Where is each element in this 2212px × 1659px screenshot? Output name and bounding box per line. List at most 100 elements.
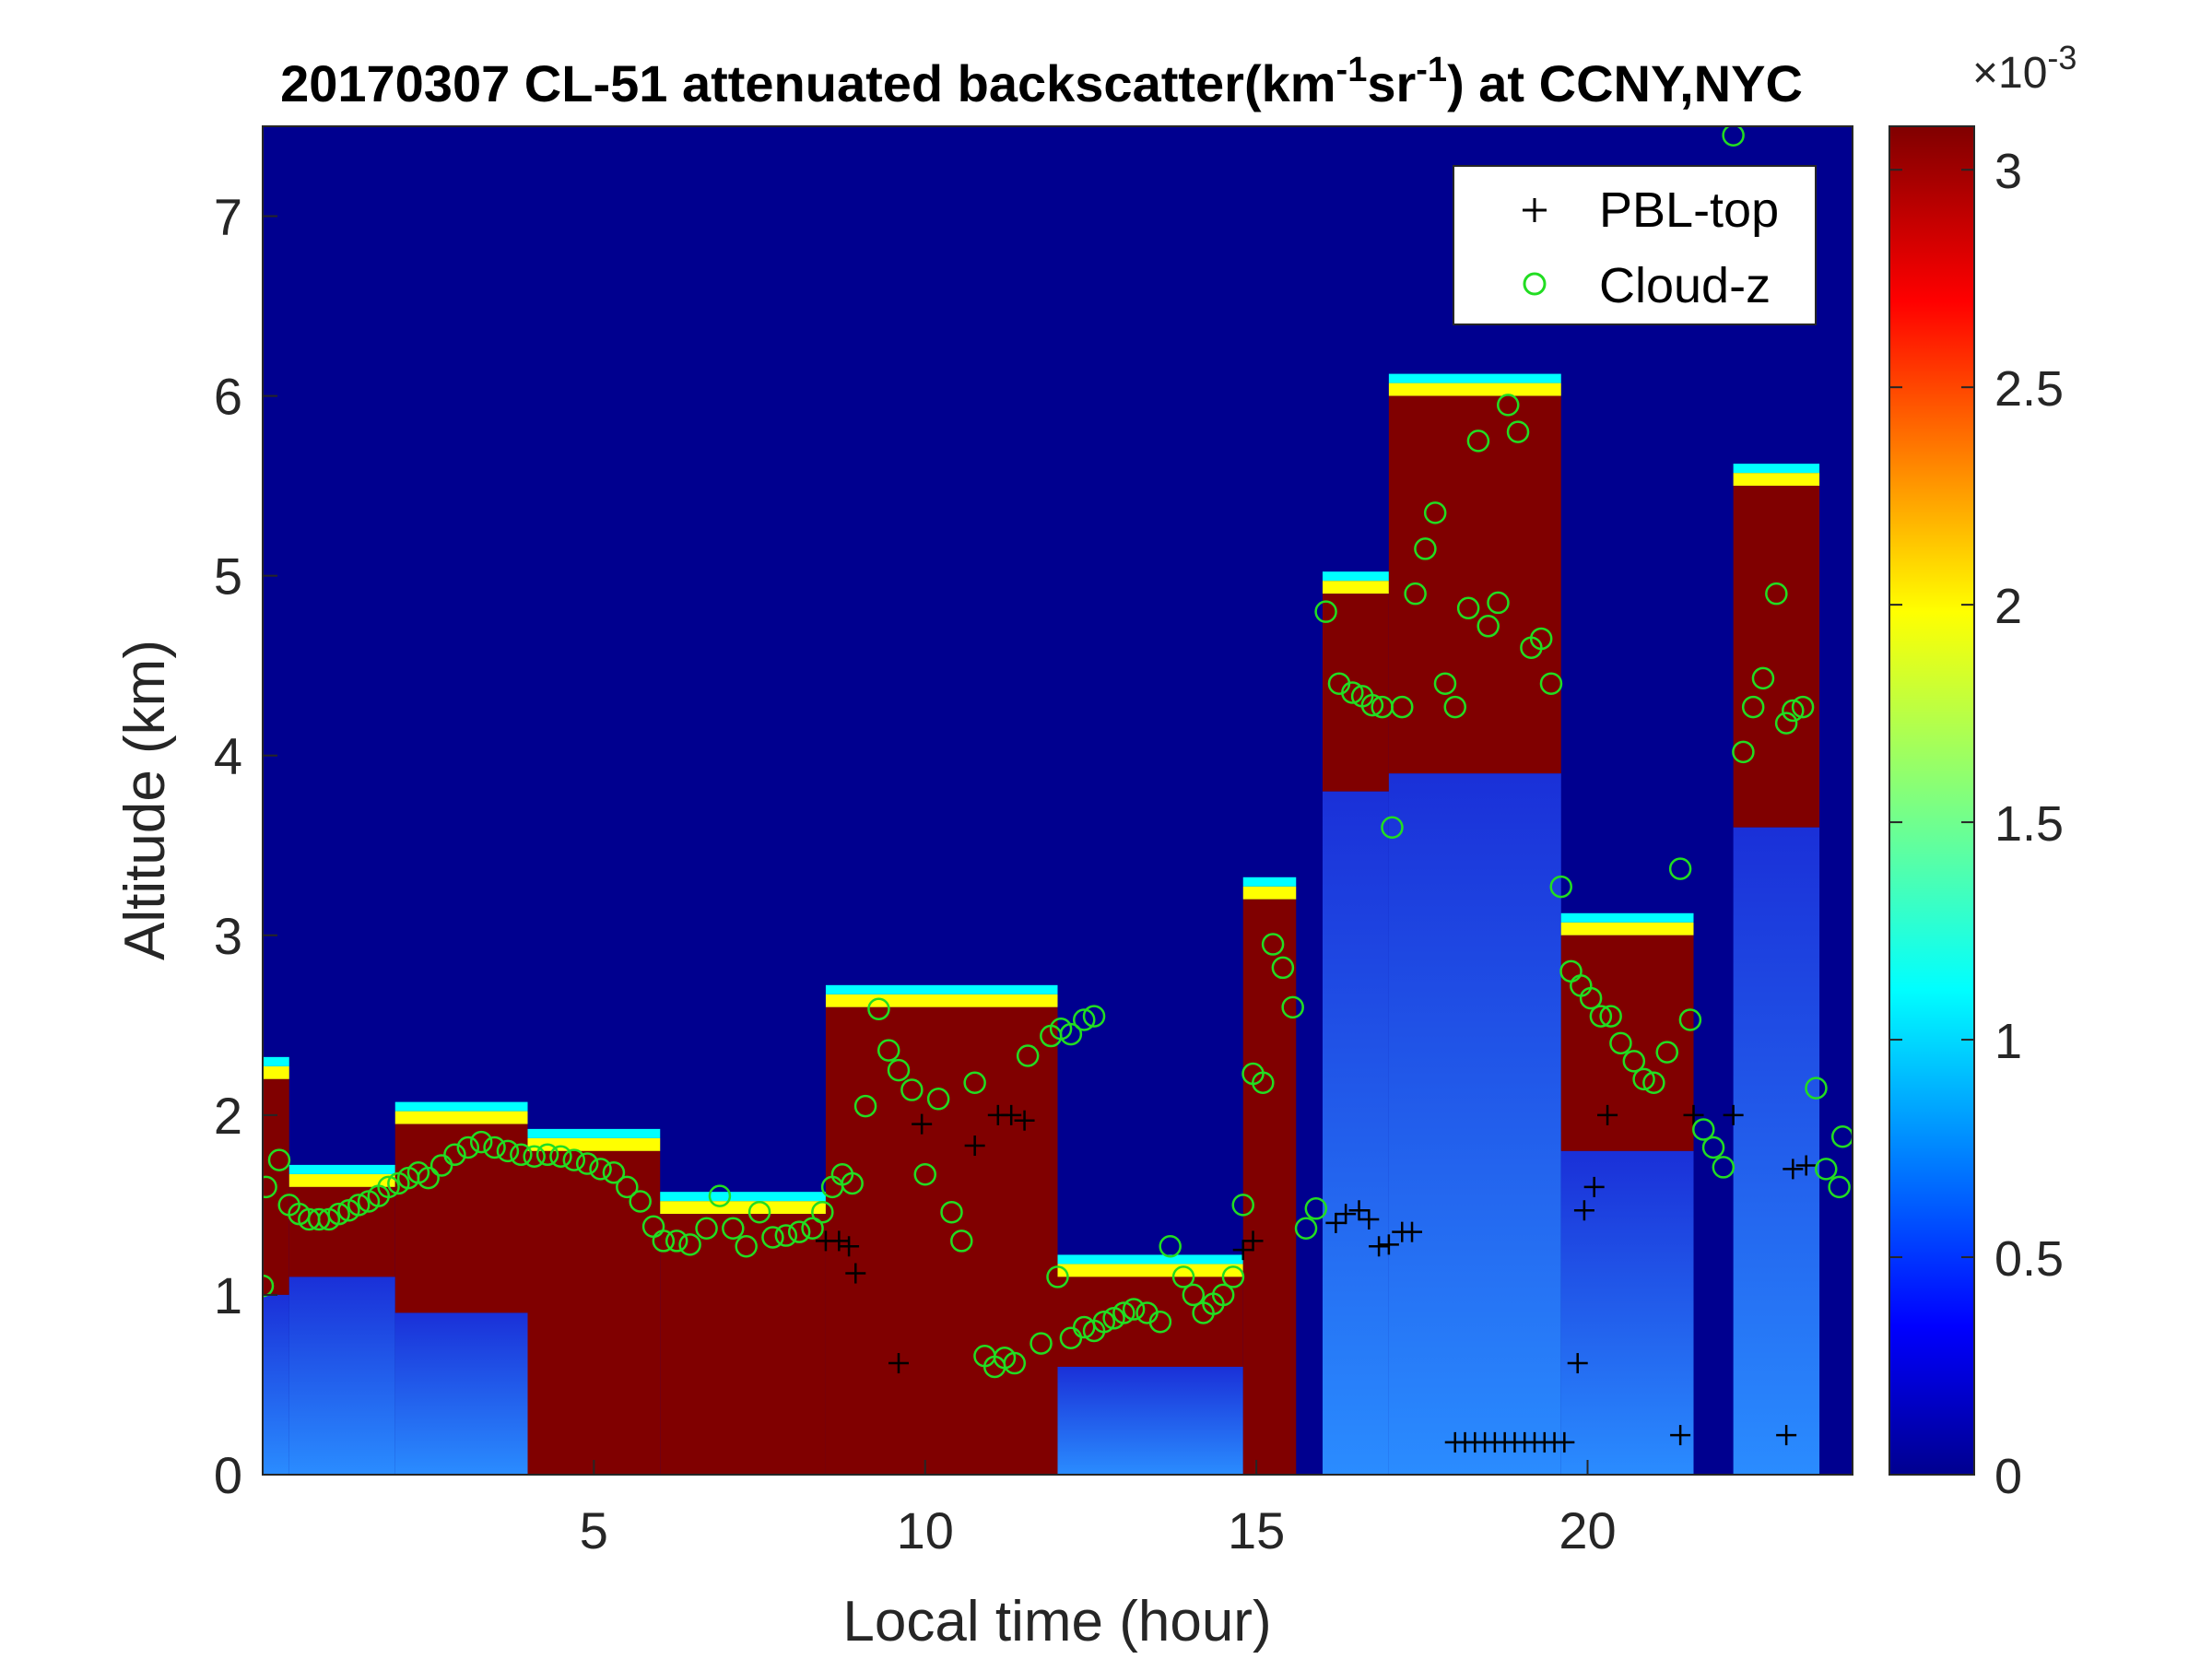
- cloud-z-point: [1678, 1008, 1702, 1031]
- cloud-z-point: [940, 1200, 963, 1224]
- heatmap-layer-halo-11: [1733, 464, 1820, 474]
- pbl-top-point: [1014, 1110, 1035, 1131]
- cloud-z-point: [263, 1274, 275, 1298]
- colorbar-tick-label: 1: [1994, 1014, 2022, 1069]
- cloud-z-point: [327, 1202, 350, 1226]
- pbl-top-point: [1001, 1104, 1022, 1125]
- pbl-top-point: [1359, 1209, 1380, 1230]
- colorbar-exponent-value: -3: [2047, 39, 2077, 76]
- cloud-z-point: [1414, 537, 1437, 560]
- heatmap-layer-halo-9: [1388, 373, 1561, 383]
- y-tick-label: 1: [214, 1266, 242, 1324]
- colorbar-exponent-base: ×10: [1972, 49, 2047, 98]
- pbl-top-point: [1402, 1221, 1423, 1242]
- pbl-top-point: [839, 1236, 860, 1257]
- cloud-z-point: [887, 1058, 911, 1082]
- heatmap-layer-edge-5: [825, 994, 1058, 1007]
- cloud-z-point: [1692, 1118, 1715, 1141]
- legend-box: [1453, 165, 1817, 325]
- legend-cloud-marker-icon: [1523, 272, 1547, 296]
- cloud-z-point: [1252, 1071, 1275, 1095]
- cloud-z-point: [1805, 1077, 1828, 1100]
- pbl-top-point: [1597, 1104, 1618, 1125]
- cloud-z-point: [761, 1226, 784, 1249]
- y-tick-label: 2: [214, 1087, 242, 1145]
- cloud-z-point: [900, 1078, 924, 1101]
- cloud-z-point: [1046, 1265, 1069, 1288]
- cloud-z-point: [1456, 596, 1480, 620]
- cloud-z-point: [678, 1233, 701, 1256]
- cloud-z-point: [1443, 695, 1466, 719]
- colorbar-exponent: ×10-3: [1972, 39, 2077, 98]
- cloud-z-point: [1271, 956, 1295, 980]
- pbl-top-point: [1554, 1431, 1575, 1453]
- cloud-z-point: [1529, 627, 1553, 651]
- colorbar-bar: [1888, 125, 1975, 1476]
- colorbar-ticks: 0 0.5 1 1.5 2 2.5 3: [1889, 144, 2064, 1504]
- cloud-z-point: [1003, 1351, 1027, 1375]
- pbl-top-point: [1242, 1230, 1264, 1252]
- cloud-z-point: [523, 1145, 546, 1168]
- heatmap-layer-core-3: [527, 1150, 661, 1475]
- heatmap-layer-edge-9: [1388, 382, 1561, 396]
- colorbar-tick-label: 2: [1994, 579, 2022, 634]
- cloud-z-point: [1466, 429, 1490, 453]
- cloud-z-point: [1294, 1217, 1318, 1241]
- heatmap-layer-core-4: [660, 1214, 826, 1475]
- cloud-z-point: [443, 1143, 466, 1167]
- cloud-z-point: [377, 1175, 400, 1199]
- cloud-z-point: [1059, 1022, 1083, 1046]
- cloud-z-point: [747, 1200, 771, 1224]
- cloud-z-point: [1122, 1298, 1146, 1321]
- heatmap-layer-below-6: [1057, 1366, 1243, 1475]
- cloud-z-point: [1732, 740, 1755, 764]
- heatmap-layer-halo-0: [263, 1056, 289, 1066]
- cloud-z-point: [801, 1217, 824, 1241]
- cloud-z-point: [1722, 126, 1745, 147]
- cloud-z-point: [456, 1135, 480, 1159]
- legend-cloud-label: Cloud-z: [1599, 258, 1771, 313]
- cloud-z-point: [774, 1224, 798, 1247]
- pbl-top-point: [888, 1353, 909, 1374]
- cloud-z-point: [483, 1135, 506, 1159]
- cloud-z-point: [1423, 501, 1447, 524]
- heatmap-layer-halo-1: [288, 1164, 395, 1174]
- legend: PBL-top Cloud-z: [1453, 165, 1817, 325]
- heatmap-layer-edge-10: [1560, 922, 1694, 935]
- title-prefix: 20170307 CL-51 attenuated backscatter(km: [280, 54, 1335, 112]
- heatmap-layer: [263, 373, 1820, 1475]
- cloud-z-point: [1741, 695, 1765, 719]
- cloud-z-point: [652, 1230, 676, 1253]
- cloud-z-point: [347, 1194, 371, 1217]
- cloud-z-point: [1341, 681, 1364, 704]
- cloud-z-point: [1506, 420, 1530, 443]
- cloud-z-point: [629, 1190, 652, 1213]
- cloud-z-point: [1314, 600, 1337, 623]
- cloud-z-point: [1148, 1310, 1172, 1334]
- heatmap-layer-edge-8: [1323, 581, 1389, 594]
- x-tick-label: 20: [1559, 1501, 1616, 1559]
- x-axis: 5 10 15 20: [580, 1460, 1617, 1559]
- cloud-z-point: [1632, 1067, 1655, 1091]
- cloud-z-point: [926, 1088, 950, 1111]
- pbl-top-point: [1670, 1425, 1691, 1446]
- cloud-z-point: [877, 1039, 900, 1062]
- cloud-z-point: [1030, 1332, 1053, 1355]
- heatmap-layer-core-2: [394, 1124, 528, 1313]
- cloud-z-point: [589, 1158, 612, 1181]
- heatmap-layer-edge-6: [1057, 1264, 1243, 1277]
- cloud-z-point: [1304, 1197, 1328, 1220]
- title-sup1: -1: [1336, 51, 1368, 89]
- cloud-z-point: [1082, 1005, 1106, 1028]
- cloud-z-point: [1073, 1008, 1096, 1031]
- title-suffix: ) at CCNY,NYC: [1447, 54, 1803, 112]
- cloud-z-point: [1221, 1265, 1245, 1288]
- marker-layer: [263, 126, 1853, 1453]
- cloud-z-point: [1211, 1283, 1235, 1307]
- title-middle: sr: [1367, 54, 1416, 112]
- cloud-z-point: [1549, 875, 1572, 899]
- colorbar-tick-label: 0: [1994, 1449, 2022, 1504]
- cloud-z-point: [735, 1235, 758, 1258]
- y-axis-label: Altitude (km): [113, 640, 177, 960]
